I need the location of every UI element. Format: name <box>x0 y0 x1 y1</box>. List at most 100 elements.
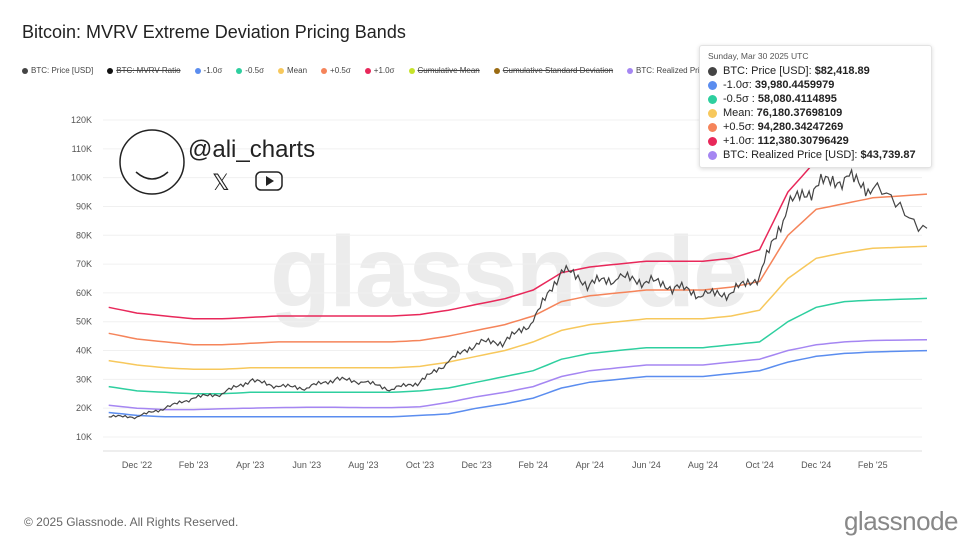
x-tick-label: Jun '24 <box>632 460 661 470</box>
legend-label: Mean <box>287 66 308 75</box>
x-tick-label: Aug '24 <box>688 460 718 470</box>
youtube-play <box>266 176 274 186</box>
youtube-icon <box>255 171 283 191</box>
tooltip-value: 58,080.4114895 <box>757 93 837 105</box>
tooltip-row: +1.0σ: 112,380.30796429 <box>708 134 923 148</box>
legend-dot <box>408 67 415 74</box>
y-tick-label: 50K <box>76 317 92 327</box>
tooltip-label: BTC: Price [USD]: <box>723 65 815 77</box>
copyright: © 2025 Glassnode. All Rights Reserved. <box>24 515 239 529</box>
tooltip-row: -1.0σ: 39,980.4459979 <box>708 78 923 92</box>
y-tick-label: 80K <box>76 230 92 240</box>
tooltip-row: Mean: 76,180.37698109 <box>708 106 923 120</box>
legend-item[interactable]: BTC: Realized Price [USD] <box>627 66 732 75</box>
tooltip-label: Mean: <box>723 107 757 119</box>
tooltip-row: -0.5σ : 58,080.4114895 <box>708 92 923 106</box>
tooltip-value: $43,739.87 <box>860 149 916 161</box>
legend-dot <box>194 67 201 74</box>
ali-charts-handle: @ali_charts <box>188 136 316 163</box>
tooltip-label: -1.0σ: <box>723 79 755 91</box>
tooltip-dot <box>708 66 717 76</box>
legend-dot <box>627 67 634 74</box>
y-tick-label: 100K <box>71 173 92 183</box>
x-tick-label: Dec '24 <box>801 460 831 470</box>
series-line-6 <box>108 167 928 420</box>
y-tick-label: 30K <box>76 374 92 384</box>
x-tick-label: Feb '25 <box>858 460 888 470</box>
tooltip-dot <box>708 94 717 104</box>
legend-dot <box>493 67 500 74</box>
tooltip-dot <box>708 122 717 132</box>
tooltip-value: 94,280.34247269 <box>757 121 844 133</box>
tooltip-value: $82,418.89 <box>814 65 870 77</box>
tooltip-label: +1.0σ: <box>723 135 758 147</box>
legend-item[interactable]: Mean <box>278 66 307 75</box>
tooltip-label: BTC: Realized Price [USD]: <box>723 149 861 161</box>
avatar-smile <box>135 171 169 180</box>
tooltip-date: Sunday, Mar 30 2025 UTC <box>708 51 809 61</box>
series-line-0 <box>108 141 928 320</box>
series-line-3 <box>108 297 928 395</box>
series-line-4 <box>108 339 928 411</box>
tooltip-dot <box>708 136 717 146</box>
series-line-2 <box>108 245 928 371</box>
x-tick-label: Apr '24 <box>576 460 604 470</box>
tooltip-label: +0.5σ: <box>723 121 758 133</box>
legend-item[interactable]: BTC: Price [USD] <box>22 66 93 75</box>
legend-item[interactable]: -0.5σ <box>236 66 264 75</box>
tooltip-row: BTC: Price [USD]: $82,418.89 <box>708 64 923 78</box>
tooltip: Sunday, Mar 30 2025 UTC BTC: Price [USD]… <box>699 45 932 168</box>
legend-label: -0.5σ <box>245 66 265 75</box>
legend-item[interactable]: +1.0σ <box>364 66 395 75</box>
x-tick-label: Oct '24 <box>745 460 773 470</box>
x-tick-label: Dec '23 <box>461 460 491 470</box>
y-tick-label: 90K <box>76 201 92 211</box>
x-tick-label: Jun '23 <box>292 460 321 470</box>
legend-item[interactable]: -1.0σ <box>194 66 223 75</box>
y-tick-label: 20K <box>76 403 92 413</box>
y-tick-label: 40K <box>76 346 92 356</box>
tooltip-row: +0.5σ: 94,280.34247269 <box>708 120 923 134</box>
x-tick-label: Feb '23 <box>179 460 209 470</box>
x-icon: 𝕏 <box>212 171 230 196</box>
series-line-5 <box>108 349 928 418</box>
legend-dot <box>22 67 28 74</box>
legend-item[interactable]: Cumulative Standard Deviation <box>493 66 614 75</box>
legend-dot <box>278 67 285 74</box>
legend-dot <box>364 67 371 74</box>
tooltip-dot <box>708 108 717 118</box>
tooltip-label: -0.5σ : <box>723 93 758 105</box>
y-tick-label: 120K <box>71 115 92 125</box>
legend-label: Cumulative Mean <box>417 66 480 75</box>
legend: BTC: Price [USD] BTC: MVRV Ratio -1.0σ -0.5… <box>22 66 732 75</box>
legend-label: +0.5σ <box>330 66 351 75</box>
y-tick-label: 70K <box>76 259 92 269</box>
x-tick-label: Dec '22 <box>122 460 152 470</box>
legend-label: Cumulative Standard Deviation <box>502 66 614 75</box>
chart-title: Bitcoin: MVRV Extreme Deviation Pricing … <box>22 22 406 42</box>
avatar-sketch <box>119 129 185 195</box>
legend-label: +1.0σ <box>373 66 395 75</box>
y-tick-label: 110K <box>72 144 92 154</box>
brand-logo: glassnode <box>843 506 959 536</box>
x-tick-label: Apr '23 <box>236 460 264 470</box>
tooltip-value: 76,180.37698109 <box>756 107 843 119</box>
tooltip-value: 112,380.30796429 <box>757 135 849 147</box>
legend-label: BTC: MVRV Ratio <box>116 66 181 75</box>
legend-label: -1.0σ <box>203 66 223 75</box>
x-tick-label: Aug '23 <box>348 460 378 470</box>
series-line-1 <box>108 193 928 346</box>
y-tick-label: 10K <box>76 432 92 442</box>
tooltip-value: 39,980.4459979 <box>754 79 835 91</box>
legend-item[interactable]: BTC: MVRV Ratio <box>107 66 181 75</box>
tooltip-row: BTC: Realized Price [USD]: $43,739.87 <box>708 148 923 162</box>
tooltip-dot <box>708 80 717 90</box>
legend-label: BTC: Realized Price [USD] <box>636 66 732 75</box>
legend-dot <box>107 67 114 74</box>
glassnode-watermark: glassnode <box>270 216 749 328</box>
y-tick-label: 60K <box>76 288 92 298</box>
legend-item[interactable]: Cumulative Mean <box>408 66 480 75</box>
legend-item[interactable]: +0.5σ <box>321 66 351 75</box>
legend-dot <box>236 67 243 74</box>
